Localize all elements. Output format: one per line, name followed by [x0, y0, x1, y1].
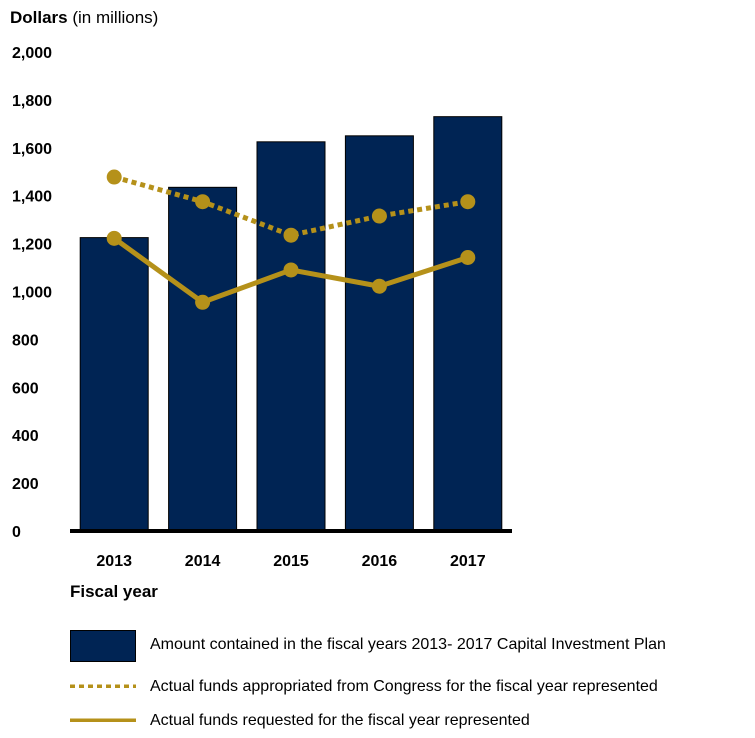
y-axis-title-unit: (in millions)	[67, 8, 159, 27]
y-tick-label: 0	[12, 524, 21, 541]
x-tick-label: 2016	[362, 553, 398, 570]
legend-item-plan: Amount contained in the fiscal years 201…	[70, 628, 755, 662]
bar	[79, 237, 149, 532]
legend-swatch-dotted-line	[70, 684, 136, 688]
legend-label-appropriated: Actual funds appropriated from Congress …	[150, 678, 658, 695]
appropriated-line-point	[195, 194, 211, 210]
y-axis-title-bold: Dollars	[10, 8, 68, 27]
x-tick-label: 2013	[96, 553, 132, 570]
y-tick-label: 1,800	[12, 93, 52, 110]
requested-line-point	[371, 278, 387, 294]
legend-item-requested: Actual funds requested for the fiscal ye…	[70, 688, 755, 729]
appropriated-line-point	[283, 227, 299, 243]
legend-label-plan: Amount contained in the fiscal years 201…	[150, 636, 666, 653]
bar	[433, 116, 503, 532]
x-tick-label: 2017	[450, 553, 486, 570]
y-tick-label: 600	[12, 380, 39, 397]
requested-line-point	[460, 249, 476, 265]
y-tick-label: 2,000	[12, 45, 52, 62]
x-tick-label: 2015	[273, 553, 309, 570]
y-tick-label: 1,000	[12, 285, 52, 302]
x-tick-label: 2014	[185, 553, 221, 570]
y-tick-label: 400	[12, 428, 39, 445]
legend-swatch-solid-line	[70, 718, 136, 722]
y-tick-label: 1,200	[12, 237, 52, 254]
appropriated-line	[113, 174, 469, 238]
requested-line-point	[283, 262, 299, 278]
y-tick-label: 800	[12, 332, 39, 349]
y-tick-label: 1,600	[12, 141, 52, 158]
y-tick-label: 1,400	[12, 189, 52, 206]
bar	[168, 186, 238, 532]
chart-plot: 0 200 400 600 800 1,000 1,200 1,400 1,600 1,800 2,…	[12, 45, 512, 570]
legend-swatch-bar	[70, 630, 136, 662]
bar	[256, 141, 326, 532]
bar	[344, 135, 414, 532]
appropriated-line-point	[460, 194, 476, 210]
y-axis-title: Dollars (in millions)	[10, 8, 158, 28]
requested-line-point	[195, 294, 211, 310]
appropriated-line-point	[106, 169, 122, 185]
y-tick-label: 200	[12, 476, 39, 493]
legend-label-requested: Actual funds requested for the fiscal ye…	[150, 712, 530, 729]
x-axis-title: Fiscal year	[70, 582, 158, 601]
appropriated-line-point	[371, 208, 387, 224]
requested-line-point	[106, 230, 122, 246]
legend-item-appropriated: Actual funds appropriated from Congress …	[70, 654, 755, 695]
